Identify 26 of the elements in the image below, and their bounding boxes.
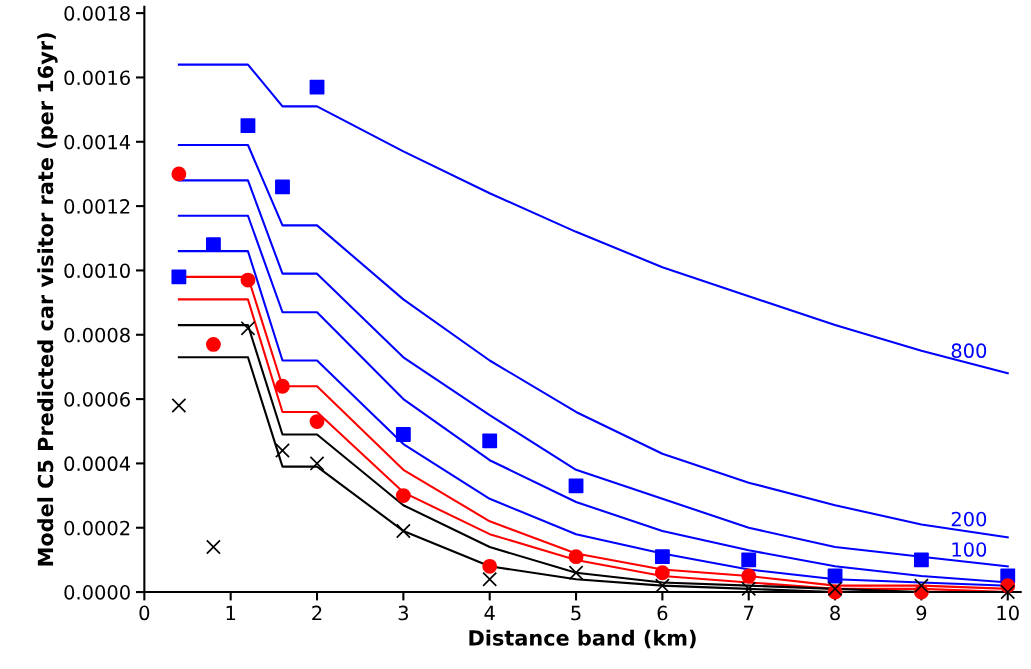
x-tick-label: 5 bbox=[571, 605, 581, 621]
series-label: 200 bbox=[951, 511, 987, 527]
x-tick-label: 2 bbox=[312, 605, 322, 621]
x-tick-label: 6 bbox=[657, 605, 668, 621]
y-tick-label: 0.0012 bbox=[64, 199, 130, 214]
series-label: 800 bbox=[951, 343, 987, 359]
x-axis-title: Distance band (km) bbox=[469, 629, 696, 649]
x-tick-label: 8 bbox=[830, 605, 840, 621]
x-tick-label: 9 bbox=[916, 605, 927, 621]
x-tick-label: 0 bbox=[139, 605, 150, 621]
y-tick-label: 0.0004 bbox=[64, 456, 131, 472]
y-tick-label: 0.0014 bbox=[64, 134, 131, 150]
y-tick-label: 0.0000 bbox=[64, 585, 130, 600]
y-axis-title: Model C5 Predicted car visitor rate (per 16yr) bbox=[37, 33, 58, 566]
series-label: 100 bbox=[952, 542, 987, 557]
y-tick-label: 0.0008 bbox=[64, 327, 130, 343]
x-tick-label: 7 bbox=[744, 605, 754, 621]
x-tick-label: 10 bbox=[997, 605, 1019, 621]
x-tick-label: 3 bbox=[398, 605, 408, 621]
y-tick-label: 0.0016 bbox=[64, 70, 130, 86]
y-tick-label: 0.0006 bbox=[64, 392, 130, 407]
y-tick-label: 0.0018 bbox=[64, 6, 130, 21]
y-tick-label: 0.0010 bbox=[64, 263, 130, 279]
x-tick-label: 1 bbox=[226, 605, 236, 621]
x-tick-label: 4 bbox=[484, 605, 495, 621]
y-tick-label: 0.0002 bbox=[64, 520, 130, 536]
